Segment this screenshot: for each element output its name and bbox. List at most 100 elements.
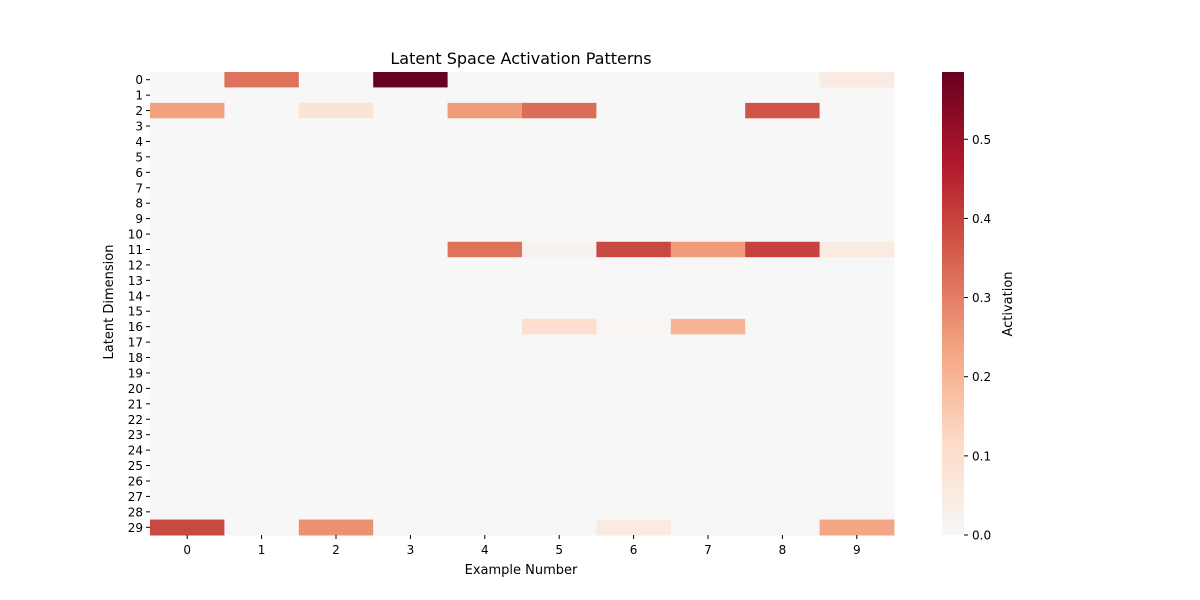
heatmap-cell: [298, 334, 374, 351]
heatmap-cell: [224, 164, 300, 181]
heatmap-cell: [596, 349, 672, 366]
heatmap-cell: [745, 396, 821, 413]
heatmap-cell: [150, 349, 225, 366]
heatmap-cell: [745, 72, 821, 88]
heatmap-cell: [670, 87, 746, 104]
x-tick-label: 0: [183, 543, 191, 557]
heatmap-cell: [150, 72, 225, 88]
heatmap-cell: [298, 272, 374, 289]
heatmap-cell: [522, 87, 597, 104]
heatmap-cell: [224, 473, 300, 490]
y-tick-label: 2: [135, 104, 143, 118]
heatmap-cell: [447, 318, 523, 335]
heatmap-cell: [447, 180, 523, 196]
heatmap-cell: [150, 365, 225, 382]
y-tick-label: 8: [135, 197, 143, 211]
heatmap-cell: [150, 195, 225, 212]
heatmap-cell: [670, 426, 746, 443]
y-tick-label: 1: [135, 89, 143, 103]
heatmap-cell: [298, 102, 374, 119]
heatmap-cell: [224, 257, 300, 274]
heatmap-cell: [522, 195, 597, 212]
heatmap-cell: [819, 87, 895, 104]
heatmap-cell: [373, 318, 449, 335]
heatmap-cell: [819, 226, 895, 243]
heatmap-cell: [670, 411, 746, 428]
heatmap-cell: [522, 519, 597, 536]
heatmap-cell: [819, 457, 895, 474]
heatmap-cell: [373, 257, 449, 274]
heatmap-cell: [670, 488, 746, 505]
heatmap-cell: [447, 272, 523, 289]
heatmap-cell: [150, 272, 225, 289]
heatmap-cell: [745, 195, 821, 212]
heatmap-cell: [298, 164, 374, 181]
heatmap-cell: [150, 87, 225, 104]
heatmap-cell: [150, 241, 225, 258]
heatmap-cell: [447, 164, 523, 181]
y-tick-label: 26: [128, 474, 143, 488]
heatmap-cell: [670, 180, 746, 196]
heatmap-cell: [224, 442, 300, 459]
y-tick-label: 0: [135, 73, 143, 87]
heatmap-cell: [819, 210, 895, 227]
heatmap-cell: [150, 102, 225, 119]
heatmap-cell: [447, 396, 523, 413]
heatmap-cell: [596, 210, 672, 227]
heatmap-cell: [670, 396, 746, 413]
y-tick-label: 11: [128, 243, 143, 257]
heatmap-cell: [447, 87, 523, 104]
heatmap-cell: [298, 288, 374, 304]
heatmap-cell: [670, 303, 746, 320]
colorbar-tick-label: 0.5: [972, 133, 991, 147]
heatmap-cell: [224, 288, 300, 304]
y-tick-label: 15: [128, 305, 143, 319]
heatmap-cell: [447, 257, 523, 274]
heatmap-cell: [819, 349, 895, 366]
y-axis: 0123456789101112131415161718192021222324…: [128, 73, 150, 535]
heatmap-cell: [298, 396, 374, 413]
colorbar-tick-label: 0.2: [972, 370, 991, 384]
heatmap-cell: [596, 226, 672, 243]
y-tick-label: 22: [128, 413, 143, 427]
heatmap-cell: [745, 210, 821, 227]
heatmap-cell: [819, 133, 895, 150]
heatmap-cell: [224, 87, 300, 104]
heatmap-cell: [224, 180, 300, 196]
heatmap-cell: [819, 180, 895, 196]
heatmap-cell: [745, 102, 821, 119]
heatmap-cell: [224, 488, 300, 505]
heatmap-cell: [447, 210, 523, 227]
heatmap-cell: [298, 504, 374, 521]
heatmap-cell: [670, 102, 746, 119]
heatmap-cell: [670, 210, 746, 227]
heatmap-cell: [745, 426, 821, 443]
x-tick-label: 6: [630, 543, 638, 557]
heatmap-cell: [745, 133, 821, 150]
heatmap-cell: [150, 334, 225, 351]
heatmap-cell: [745, 303, 821, 320]
y-tick-label: 14: [128, 289, 143, 303]
heatmap-cell: [522, 349, 597, 366]
heatmap-cell: [670, 272, 746, 289]
heatmap-cell: [373, 442, 449, 459]
heatmap-cell: [522, 457, 597, 474]
heatmap-cell: [670, 241, 746, 258]
heatmap-cell: [298, 365, 374, 382]
heatmap-cell: [522, 396, 597, 413]
heatmap-cell: [224, 195, 300, 212]
heatmap-cell: [670, 226, 746, 243]
heatmap-cell: [745, 411, 821, 428]
heatmap-cell: [150, 504, 225, 521]
heatmap-cells: [150, 72, 895, 536]
heatmap-cell: [373, 473, 449, 490]
heatmap-cell: [522, 318, 597, 335]
heatmap-cell: [298, 133, 374, 150]
heatmap-cell: [745, 380, 821, 397]
heatmap-cell: [224, 318, 300, 335]
heatmap-cell: [224, 226, 300, 243]
heatmap-cell: [522, 411, 597, 428]
heatmap-cell: [745, 226, 821, 243]
heatmap-cell: [819, 241, 895, 258]
heatmap-cell: [819, 149, 895, 166]
